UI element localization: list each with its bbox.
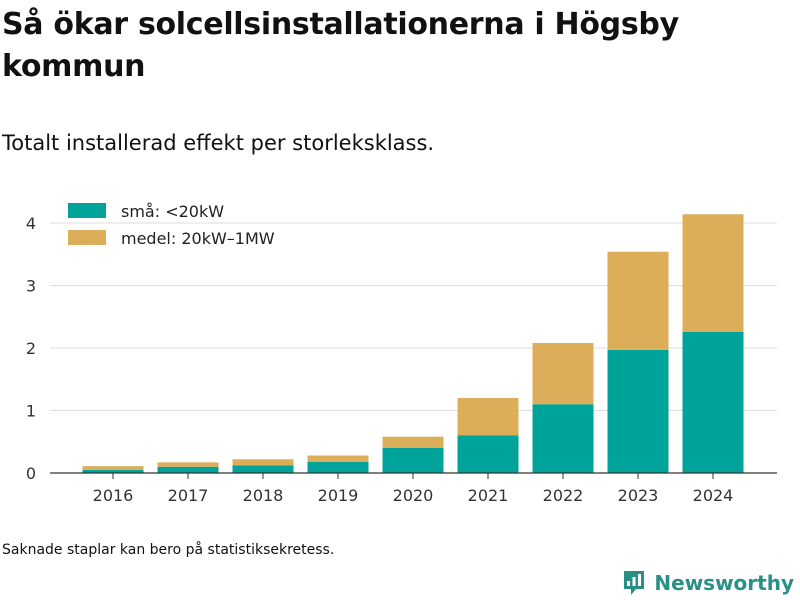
legend-swatch [68,203,106,218]
bar-segment [82,466,144,470]
bar-segment [157,462,219,467]
bar-segment [607,349,669,473]
bar-segment [607,251,669,350]
bar-segment [532,404,594,473]
bar-segment [382,436,444,448]
legend-label: små: <20kW [121,202,224,221]
brand-logo-block: Newsworthy [622,568,794,598]
bar-segment [532,343,594,405]
x-tick-label: 2016 [93,486,134,505]
brand-name: Newsworthy [654,571,794,595]
bar-segment [157,466,219,473]
bar-segment [682,331,744,473]
y-tick-label: 1 [26,402,36,421]
x-tick-label: 2018 [243,486,284,505]
y-tick-label: 4 [26,214,36,233]
bar-segment [457,398,519,436]
chart-title: Så ökar solcellsinstallationerna i Högsb… [2,7,679,84]
x-tick-label: 2024 [693,486,734,505]
legend-label: medel: 20kW–1MW [121,229,275,248]
footnote: Saknade staplar kan bero på statistiksek… [2,542,335,558]
y-tick-label: 0 [26,464,36,483]
x-tick-label: 2022 [543,486,584,505]
y-tick-label: 2 [26,339,36,358]
bars [82,214,744,473]
y-tick-label: 3 [26,277,36,296]
x-tick-label: 2021 [468,486,509,505]
bar-segment [307,455,369,462]
newsworthy-logo-icon [624,571,645,595]
x-axis-ticks: 2016 2017 2018 2019 2020 2021 2022 2023 2024 [93,473,734,505]
x-tick-label: 2017 [168,486,209,505]
bar-segment [232,459,294,466]
bar-segment [457,435,519,473]
legend: små: <20kW medel: 20kW–1MW [68,202,275,248]
bar-segment [682,214,744,332]
x-tick-label: 2023 [618,486,659,505]
x-tick-label: 2019 [318,486,359,505]
chart-subtitle: Totalt installerad effekt per storlekskl… [2,131,435,155]
legend-swatch [68,230,106,245]
y-axis-ticks: 0 1 2 3 4 [26,214,36,483]
bar-segment [307,461,369,473]
bar-segment [232,465,294,473]
bar-segment [82,469,144,473]
bar-segment [382,448,444,473]
x-tick-label: 2020 [393,486,434,505]
